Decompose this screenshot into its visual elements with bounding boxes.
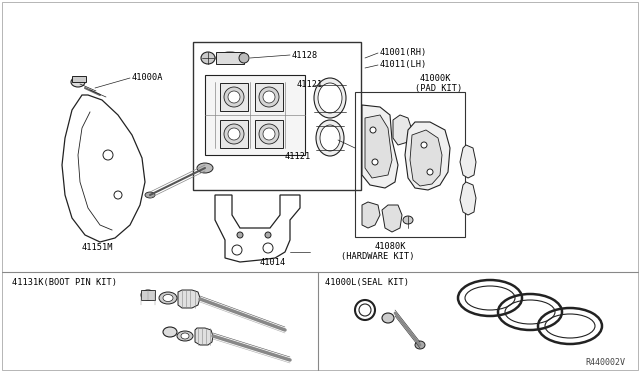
Circle shape	[224, 124, 244, 144]
Circle shape	[421, 142, 427, 148]
Ellipse shape	[141, 290, 155, 300]
Ellipse shape	[201, 52, 215, 64]
Polygon shape	[195, 328, 213, 345]
Polygon shape	[178, 290, 200, 308]
Bar	[216, 52, 244, 64]
Text: (HARDWARE KIT): (HARDWARE KIT)	[341, 252, 415, 261]
Circle shape	[237, 232, 243, 238]
Circle shape	[372, 159, 378, 165]
Ellipse shape	[382, 313, 394, 323]
Bar	[355, 92, 465, 237]
Text: 41001(RH): 41001(RH)	[380, 48, 428, 57]
Ellipse shape	[316, 120, 344, 156]
Polygon shape	[362, 202, 380, 228]
Circle shape	[427, 169, 433, 175]
Text: 41121: 41121	[297, 80, 323, 89]
Text: 41014: 41014	[260, 258, 286, 267]
Circle shape	[263, 243, 273, 253]
Circle shape	[224, 87, 244, 107]
Circle shape	[228, 91, 240, 103]
Ellipse shape	[239, 53, 249, 63]
Text: 41131K(BOOT PIN KIT): 41131K(BOOT PIN KIT)	[12, 278, 117, 287]
Text: 41080K: 41080K	[374, 242, 406, 251]
Polygon shape	[460, 182, 476, 215]
Ellipse shape	[163, 327, 177, 337]
Bar	[220, 120, 248, 148]
Bar	[141, 290, 155, 300]
Ellipse shape	[177, 331, 193, 341]
Bar	[255, 83, 283, 111]
Ellipse shape	[216, 52, 244, 64]
Ellipse shape	[181, 333, 189, 339]
Circle shape	[265, 232, 271, 238]
Text: R440002V: R440002V	[585, 358, 625, 367]
Ellipse shape	[197, 163, 213, 173]
Polygon shape	[405, 122, 450, 190]
Circle shape	[263, 128, 275, 140]
Polygon shape	[410, 130, 442, 186]
Ellipse shape	[159, 292, 177, 304]
Ellipse shape	[415, 341, 425, 349]
Bar	[193, 42, 361, 190]
Text: 41151M: 41151M	[82, 243, 113, 252]
Ellipse shape	[320, 125, 340, 151]
Circle shape	[259, 124, 279, 144]
Text: 41000L(SEAL KIT): 41000L(SEAL KIT)	[325, 278, 409, 287]
Ellipse shape	[403, 216, 413, 224]
Polygon shape	[393, 115, 412, 145]
Text: 41011(LH): 41011(LH)	[380, 60, 428, 69]
Bar	[72, 76, 86, 82]
Circle shape	[103, 150, 113, 160]
Text: 41121: 41121	[285, 152, 311, 161]
Polygon shape	[365, 115, 392, 178]
Ellipse shape	[314, 78, 346, 118]
Text: 41128: 41128	[292, 51, 318, 60]
Circle shape	[263, 91, 275, 103]
Ellipse shape	[145, 192, 155, 198]
Ellipse shape	[318, 83, 342, 113]
Circle shape	[370, 127, 376, 133]
Ellipse shape	[163, 295, 173, 301]
Polygon shape	[460, 145, 476, 178]
Text: (PAD KIT): (PAD KIT)	[415, 84, 462, 93]
Circle shape	[114, 191, 122, 199]
Circle shape	[232, 245, 242, 255]
Polygon shape	[382, 205, 402, 232]
Circle shape	[259, 87, 279, 107]
Text: 41000A: 41000A	[132, 73, 163, 82]
Bar	[255, 120, 283, 148]
Polygon shape	[362, 105, 398, 188]
Circle shape	[228, 128, 240, 140]
Bar	[205, 75, 305, 155]
Text: 41000K: 41000K	[420, 74, 451, 83]
Bar	[220, 83, 248, 111]
Ellipse shape	[71, 77, 85, 87]
